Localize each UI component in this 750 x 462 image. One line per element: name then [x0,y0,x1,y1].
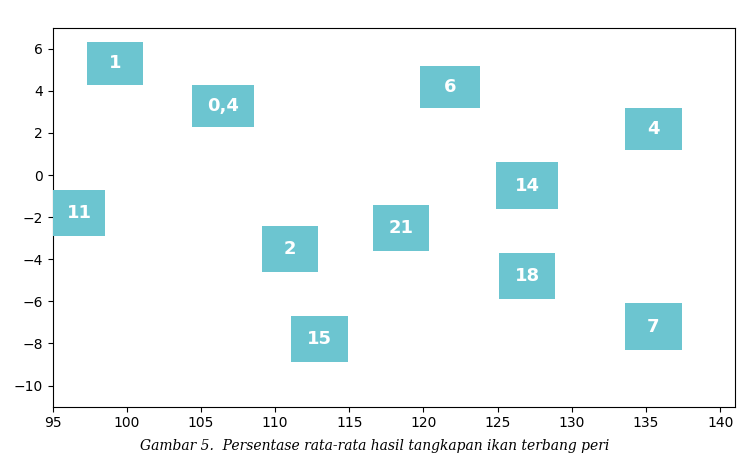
FancyBboxPatch shape [421,66,480,108]
FancyBboxPatch shape [291,316,348,362]
FancyBboxPatch shape [626,304,682,350]
Text: 21: 21 [388,219,414,237]
Text: 1: 1 [109,55,121,73]
Text: 4: 4 [647,120,660,138]
FancyBboxPatch shape [373,205,429,251]
FancyBboxPatch shape [53,190,105,236]
FancyBboxPatch shape [499,253,556,299]
Text: 14: 14 [514,176,540,195]
FancyBboxPatch shape [626,108,682,150]
Text: 15: 15 [307,330,332,348]
FancyBboxPatch shape [496,163,559,209]
Text: 18: 18 [514,267,540,285]
Text: Gambar 5.  Persentase rata-rata hasil tangkapan ikan terbang peri: Gambar 5. Persentase rata-rata hasil tan… [140,439,610,453]
FancyBboxPatch shape [192,85,254,127]
FancyBboxPatch shape [262,225,318,272]
Text: 0,4: 0,4 [207,97,239,115]
Text: 7: 7 [647,317,660,335]
Text: 11: 11 [67,204,92,222]
FancyBboxPatch shape [87,43,143,85]
Text: 6: 6 [444,78,457,96]
Text: 2: 2 [284,240,296,258]
